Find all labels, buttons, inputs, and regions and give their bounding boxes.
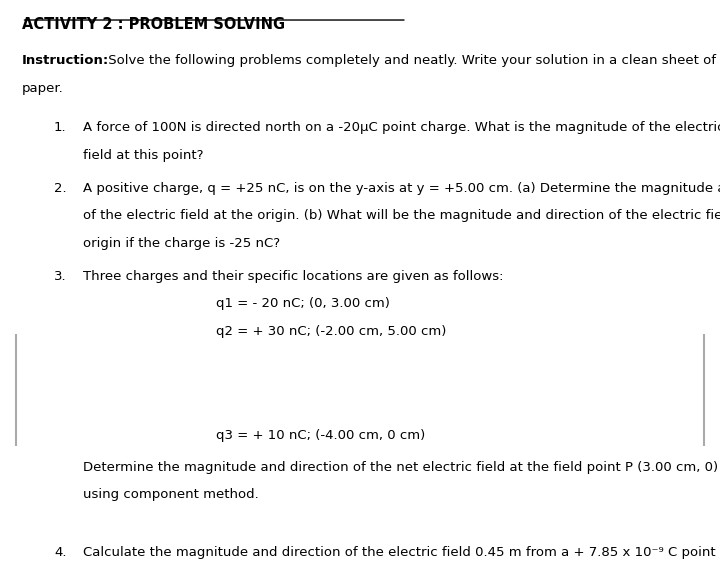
Text: using component method.: using component method. xyxy=(83,488,258,502)
Text: A force of 100N is directed north on a -20μC point charge. What is the magnitude: A force of 100N is directed north on a -… xyxy=(83,121,720,134)
Text: 1.: 1. xyxy=(54,121,67,134)
Text: Determine the magnitude and direction of the net electric field at the field poi: Determine the magnitude and direction of… xyxy=(83,461,718,474)
Text: 3.: 3. xyxy=(54,270,67,283)
Text: origin if the charge is -25 nC?: origin if the charge is -25 nC? xyxy=(83,237,280,250)
Text: 4.: 4. xyxy=(54,546,66,559)
Text: q3 = + 10 nC; (-4.00 cm, 0 cm): q3 = + 10 nC; (-4.00 cm, 0 cm) xyxy=(216,430,426,442)
Text: Calculate the magnitude and direction of the electric field 0.45 m from a + 7.85: Calculate the magnitude and direction of… xyxy=(83,546,720,559)
Text: of the electric field at the origin. (b) What will be the magnitude and directio: of the electric field at the origin. (b)… xyxy=(83,209,720,223)
Text: Solve the following problems completely and neatly. Write your solution in a cle: Solve the following problems completely … xyxy=(104,54,720,67)
Text: field at this point?: field at this point? xyxy=(83,149,203,162)
Text: Three charges and their specific locations are given as follows:: Three charges and their specific locatio… xyxy=(83,270,503,283)
Text: 2.: 2. xyxy=(54,182,67,195)
Text: A positive charge, q = +25 nC, is on the y-axis at y = +5.00 cm. (a) Determine t: A positive charge, q = +25 nC, is on the… xyxy=(83,182,720,195)
Text: q2 = + 30 nC; (-2.00 cm, 5.00 cm): q2 = + 30 nC; (-2.00 cm, 5.00 cm) xyxy=(216,325,446,337)
Text: paper.: paper. xyxy=(22,82,63,95)
Text: q1 = - 20 nC; (0, 3.00 cm): q1 = - 20 nC; (0, 3.00 cm) xyxy=(216,297,390,310)
Text: ACTIVITY 2 : PROBLEM SOLVING: ACTIVITY 2 : PROBLEM SOLVING xyxy=(22,17,284,32)
Text: Instruction:: Instruction: xyxy=(22,54,109,67)
